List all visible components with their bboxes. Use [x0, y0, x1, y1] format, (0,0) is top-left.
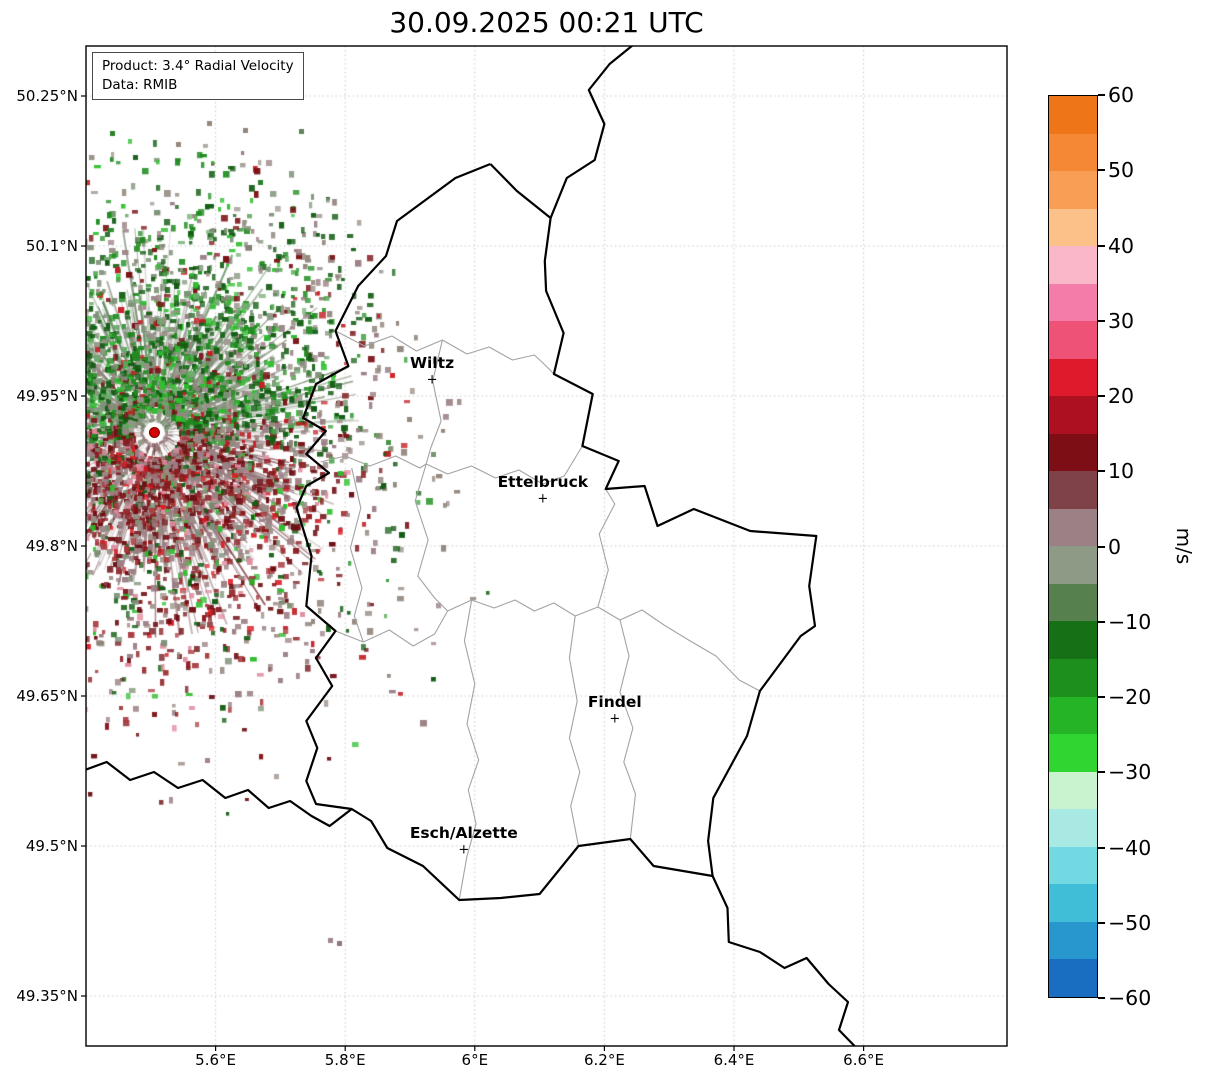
colorbar: [1048, 95, 1098, 998]
colorbar-band: [1049, 208, 1097, 247]
internal-district-border: [335, 330, 555, 375]
map-frame: [85, 45, 1008, 1047]
internal-district-border: [425, 339, 443, 465]
colorbar-band: [1049, 921, 1097, 960]
colorbar-band: [1049, 96, 1097, 134]
colorbar-tick-mark: [1098, 319, 1105, 322]
colorbar-band: [1049, 959, 1097, 997]
colorbar-band: [1049, 133, 1097, 172]
internal-district-border: [335, 599, 761, 692]
colorbar-band: [1049, 321, 1097, 359]
colorbar-tick-label: 0: [1108, 534, 1122, 559]
colorbar-tick-label: −60: [1108, 986, 1152, 1010]
colorbar-tick-mark: [1098, 244, 1105, 247]
colorbar-tick-mark: [1098, 696, 1105, 698]
product-info-box: Product: 3.4° Radial Velocity Data: RMIB: [92, 52, 304, 100]
colorbar-band: [1049, 583, 1097, 622]
colorbar-tick-label: 30: [1108, 308, 1135, 333]
colorbar-band: [1049, 358, 1097, 397]
colorbar-tick-label: 20: [1108, 384, 1135, 408]
colorbar-band: [1049, 658, 1097, 697]
colorbar-band: [1049, 771, 1097, 810]
internal-district-border: [619, 619, 637, 840]
colorbar-band: [1049, 396, 1097, 434]
colorbar-band: [1049, 246, 1097, 284]
colorbar-band: [1049, 621, 1097, 659]
product-line: Product: 3.4° Radial Velocity: [102, 58, 294, 74]
colorbar-tick-mark: [1098, 997, 1105, 999]
colorbar-tick-label: 60: [1108, 83, 1135, 107]
colorbar-band: [1049, 171, 1097, 209]
colorbar-tick-label: −30: [1108, 760, 1152, 785]
colorbar-tick-label: −10: [1108, 609, 1152, 634]
internal-district-border: [320, 445, 583, 485]
colorbar-tick-mark: [1098, 470, 1105, 473]
internal-district-border: [414, 463, 448, 612]
internal-district-border: [597, 488, 616, 608]
colorbar-tick-mark: [1098, 846, 1105, 849]
colorbar-tick-mark: [1098, 771, 1105, 774]
colorbar-band: [1049, 508, 1097, 547]
colorbar-band: [1049, 809, 1097, 847]
colorbar-unit-label: m/s: [1172, 527, 1196, 565]
colorbar-tick-label: −20: [1108, 685, 1152, 709]
data-source-line: Data: RMIB: [102, 76, 178, 93]
colorbar-tick-label: 10: [1108, 459, 1135, 484]
colorbar-tick-mark: [1098, 395, 1105, 397]
colorbar-band: [1049, 433, 1097, 472]
radar-site-marker: [148, 427, 160, 438]
national-border: [295, 162, 818, 902]
colorbar-band: [1049, 884, 1097, 922]
colorbar-tick-mark: [1098, 169, 1105, 172]
colorbar-band: [1049, 471, 1097, 509]
colorbar-tick-label: −50: [1108, 910, 1152, 935]
figure-title: 30.09.2025 00:21 UTC: [389, 6, 704, 39]
colorbar-tick-label: 40: [1108, 233, 1135, 258]
colorbar-band: [1049, 696, 1097, 735]
colorbar-tick-label: 50: [1108, 158, 1135, 183]
colorbar-band: [1049, 283, 1097, 322]
national-border: [86, 760, 353, 828]
colorbar-tick-mark: [1098, 545, 1105, 548]
colorbar-tick-label: −40: [1108, 835, 1152, 860]
colorbar-tick-mark: [1098, 94, 1105, 96]
national-border: [549, 46, 634, 219]
colorbar-band: [1049, 734, 1097, 772]
internal-district-border: [458, 599, 480, 901]
national-border: [711, 875, 857, 1046]
colorbar-band: [1049, 546, 1097, 584]
colorbar-tick-mark: [1098, 620, 1105, 623]
internal-district-border: [349, 467, 364, 643]
colorbar-tick-mark: [1098, 921, 1105, 924]
colorbar-band: [1049, 846, 1097, 885]
radar-velocity-field-canvas: [86, 46, 1007, 1046]
internal-district-border: [568, 615, 581, 847]
